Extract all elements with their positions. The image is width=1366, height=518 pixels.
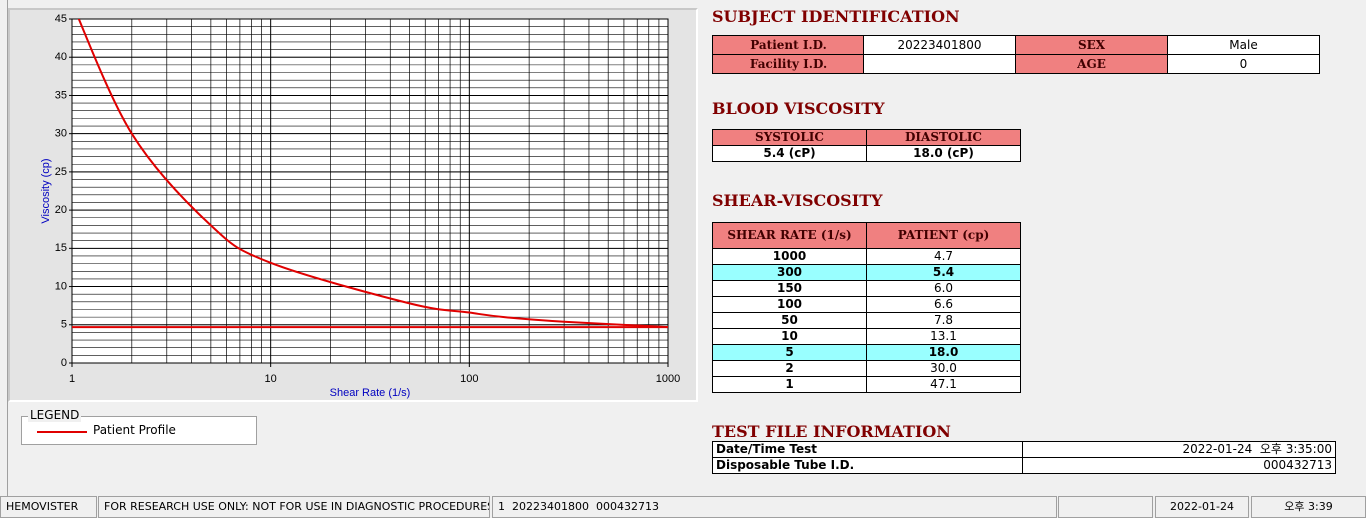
viscosity-cell: 47.1 xyxy=(866,376,1021,393)
x-tick-label: 10 xyxy=(265,373,277,385)
y-tick-label: 30 xyxy=(55,128,67,140)
viscosity-cell: 30.0 xyxy=(866,360,1021,377)
x-axis-label: Shear Rate (1/s) xyxy=(330,387,411,399)
y-tick-label: 40 xyxy=(55,51,67,63)
shear-rate-cell: 10 xyxy=(712,328,867,345)
viscosity-cell: 5.4 xyxy=(866,264,1021,281)
viscosity-cell: 18.0 xyxy=(866,344,1021,361)
viscosity-value: 18.0 (cP) xyxy=(866,145,1021,162)
y-tick-label: 45 xyxy=(55,13,67,25)
viscosity-cell: 7.8 xyxy=(866,312,1021,329)
x-tick-label: 1 xyxy=(69,373,75,385)
x-tick-label: 100 xyxy=(460,373,478,385)
status-cell xyxy=(1058,496,1153,518)
viscosity-cell: 4.7 xyxy=(866,248,1021,265)
shear-rate-cell: 150 xyxy=(712,280,867,297)
status-cell: FOR RESEARCH USE ONLY: NOT FOR USE IN DI… xyxy=(98,496,490,518)
column-header: PATIENT (cp) xyxy=(866,222,1021,249)
column-header: SYSTOLIC xyxy=(712,129,867,146)
shear-rate-cell: 300 xyxy=(712,264,867,281)
shear-rate-cell: 50 xyxy=(712,312,867,329)
field-label: Date/Time Test xyxy=(712,441,1023,458)
field-label: AGE xyxy=(1015,54,1168,74)
field-label: Disposable Tube I.D. xyxy=(712,457,1023,474)
viscosity-cell: 6.0 xyxy=(866,280,1021,297)
status-cell: 2022-01-24 xyxy=(1155,496,1249,518)
y-tick-label: 35 xyxy=(55,89,67,101)
y-tick-label: 25 xyxy=(55,166,67,178)
plot-area xyxy=(71,18,669,364)
status-cell: 오후 3:39 xyxy=(1251,496,1366,518)
field-label: Facility I.D. xyxy=(712,54,865,74)
section-title: BLOOD VISCOSITY xyxy=(712,99,885,118)
shear-rate-cell: 1 xyxy=(712,376,867,393)
field-value: 0 xyxy=(1167,54,1320,74)
column-header: DIASTOLIC xyxy=(866,129,1021,146)
viscosity-value: 5.4 (cP) xyxy=(712,145,867,162)
field-value: 20223401800 xyxy=(863,35,1016,55)
legend-label: Patient Profile xyxy=(93,423,176,437)
shear-rate-cell: 2 xyxy=(712,360,867,377)
y-tick-label: 0 xyxy=(61,357,67,369)
legend-title: LEGEND xyxy=(28,408,82,422)
viscosity-cell: 13.1 xyxy=(866,328,1021,345)
chart-panel: 0 5 10 15 20 25 30 35 40 45 1 10 100 1000 Shear Rate (… xyxy=(8,8,698,402)
status-cell: HEMOVISTER xyxy=(0,496,97,518)
section-title: SHEAR-VISCOSITY xyxy=(712,191,883,210)
y-tick-label: 15 xyxy=(55,242,67,254)
chart: 0 5 10 15 20 25 30 35 40 45 1 10 100 1000 Shear Rate (… xyxy=(40,13,680,399)
section-title: TEST FILE INFORMATION xyxy=(712,422,951,441)
field-label: SEX xyxy=(1015,35,1168,55)
legend-box: LEGEND Patient Profile xyxy=(21,408,257,445)
shear-rate-cell: 1000 xyxy=(712,248,867,265)
status-cell: 1 20223401800 000432713 xyxy=(492,496,1057,518)
shear-rate-cell: 100 xyxy=(712,296,867,313)
column-header: SHEAR RATE (1/s) xyxy=(712,222,867,249)
left-edge xyxy=(0,0,8,496)
field-value xyxy=(863,54,1016,74)
y-axis-label: Viscosity (cp) xyxy=(40,158,52,223)
section-title: SUBJECT IDENTIFICATION xyxy=(712,7,960,26)
y-tick-label: 20 xyxy=(55,204,67,216)
field-value: Male xyxy=(1167,35,1320,55)
y-tick-label: 10 xyxy=(55,280,67,292)
y-tick-label: 5 xyxy=(61,319,67,331)
x-tick-label: 1000 xyxy=(656,373,680,385)
field-value: 2022-01-24 오후 3:35:00 xyxy=(1022,441,1336,458)
legend-swatch xyxy=(37,431,87,433)
field-value: 000432713 xyxy=(1022,457,1336,474)
shear-rate-cell: 5 xyxy=(712,344,867,361)
field-label: Patient I.D. xyxy=(712,35,865,55)
viscosity-cell: 6.6 xyxy=(866,296,1021,313)
data-line xyxy=(77,19,668,329)
